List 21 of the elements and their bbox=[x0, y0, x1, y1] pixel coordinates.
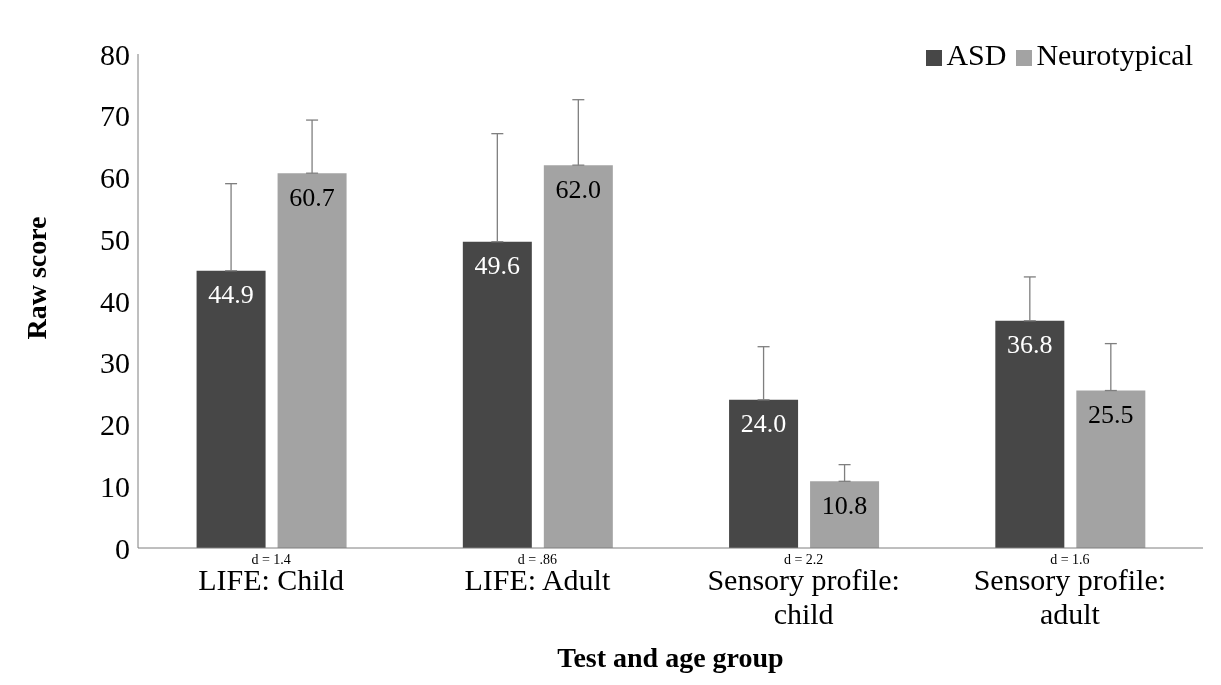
data-label: 25.5 bbox=[1088, 400, 1134, 429]
y-tick-label: 50 bbox=[100, 222, 130, 256]
y-tick-label: 20 bbox=[100, 408, 130, 442]
data-label: 24.0 bbox=[740, 409, 787, 439]
legend-label: ASD bbox=[946, 38, 1007, 71]
data-label: 44.9 bbox=[208, 280, 254, 310]
x-axis-title: Test and age group bbox=[556, 642, 785, 674]
y-tick-label: 10 bbox=[100, 469, 130, 503]
y-tick-label: 80 bbox=[100, 37, 130, 71]
data-label: 60.7 bbox=[289, 182, 335, 212]
data-label: 10.8 bbox=[821, 490, 868, 520]
y-tick-label: 0 bbox=[115, 531, 130, 565]
y-tick-label: 40 bbox=[100, 284, 130, 318]
y-axis-title: Raw score bbox=[21, 216, 53, 340]
legend-label: Neurotypical bbox=[1036, 38, 1193, 71]
data-label: 62.0 bbox=[555, 174, 602, 204]
data-label: 36.8 bbox=[1007, 330, 1053, 360]
y-tick-label: 70 bbox=[100, 99, 130, 133]
y-tick-label: 60 bbox=[100, 161, 130, 195]
y-tick-label: 30 bbox=[100, 346, 130, 380]
data-label: 49.6 bbox=[474, 251, 521, 281]
